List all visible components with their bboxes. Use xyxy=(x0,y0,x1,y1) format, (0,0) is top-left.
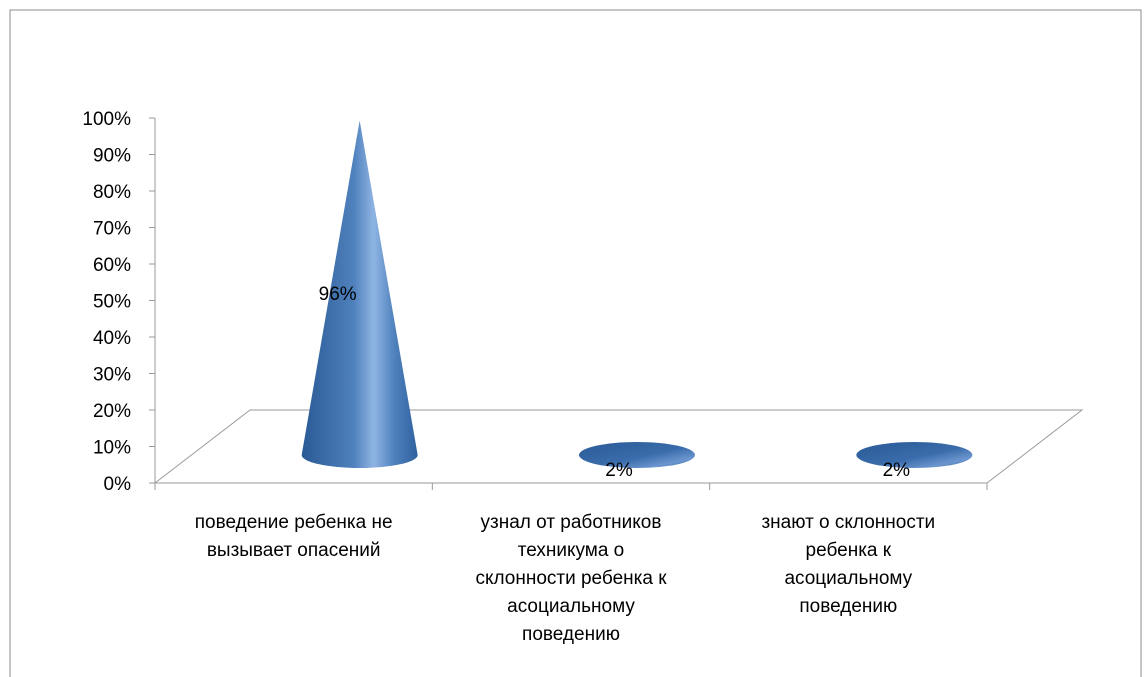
y-tick-label: 80% xyxy=(93,182,131,203)
y-tick-label: 60% xyxy=(93,255,131,276)
chart-border xyxy=(9,9,1142,677)
data-labels: 96% 2% 2% xyxy=(319,284,911,481)
x-tick-label: знают о склонности ребенка к асоциальному п… xyxy=(761,512,935,617)
x-tick-label: поведение ребенка не вызывает опасений xyxy=(195,512,393,561)
cone-bar xyxy=(301,120,418,468)
cone-bar xyxy=(856,442,973,468)
data-label: 2% xyxy=(883,460,911,481)
y-tick-label: 30% xyxy=(93,365,131,386)
y-tick-label: 20% xyxy=(93,401,131,422)
data-label: 96% xyxy=(319,284,357,305)
y-tick-label: 10% xyxy=(93,438,131,459)
series-marks xyxy=(301,120,973,468)
x-tick-marks xyxy=(154,483,988,490)
y-tick-label: 50% xyxy=(93,292,131,313)
y-tick-label: 100% xyxy=(82,109,131,130)
data-label: 2% xyxy=(605,460,633,481)
y-tick-marks xyxy=(149,117,155,484)
y-tick-labels: 0% 10% 20% 30% 40% 50% 60% 70% 80% 90% 100% xyxy=(82,109,131,495)
y-tick-label: 90% xyxy=(93,146,131,167)
floor-plane xyxy=(154,409,1084,484)
x-tick-label: узнал от работников техникума о склонности… xyxy=(475,512,667,645)
y-tick-label: 70% xyxy=(93,219,131,240)
y-tick-label: 40% xyxy=(93,328,131,349)
cone-bar xyxy=(579,442,695,468)
y-tick-label: 0% xyxy=(104,474,132,495)
x-tick-labels: поведение ребенка не вызывает опасений узн… xyxy=(195,512,935,645)
